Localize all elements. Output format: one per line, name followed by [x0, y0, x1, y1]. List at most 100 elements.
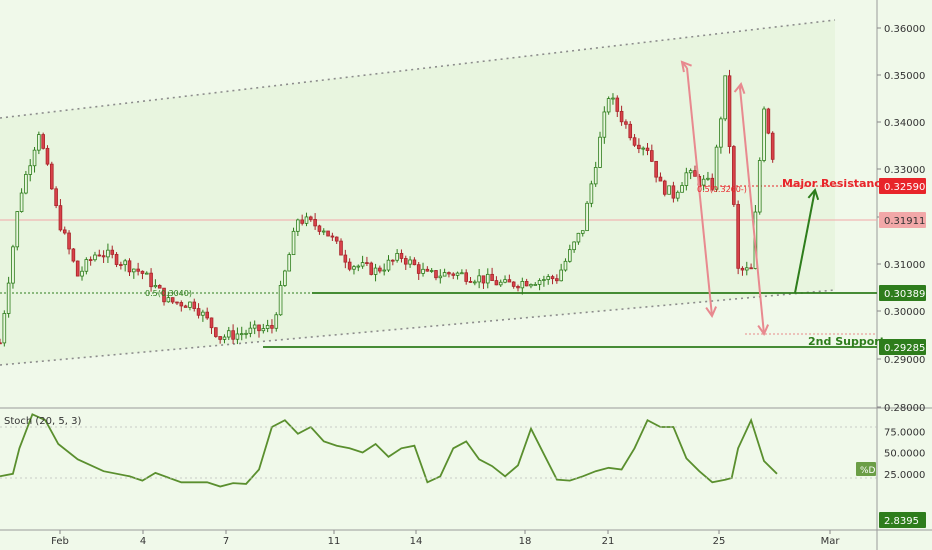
candle-body	[408, 259, 412, 265]
candle-body	[580, 230, 585, 234]
candle-body	[244, 332, 248, 335]
candle-body	[127, 260, 132, 273]
candle-body	[274, 314, 279, 329]
candle-body	[97, 254, 102, 257]
candle-body	[442, 272, 447, 277]
candle-body	[650, 150, 654, 162]
candle-body	[28, 165, 33, 175]
stoch-indicator-label: Stoch (20, 5, 3)	[4, 416, 81, 427]
price-scale-bg	[877, 0, 932, 550]
candle-body	[434, 270, 438, 279]
candle-body	[37, 134, 41, 151]
axes: 0.360000.350000.340000.330000.320000.310…	[51, 24, 926, 547]
down-arrow-1-shaft	[686, 67, 713, 317]
candle-body	[356, 265, 361, 268]
y-tick-label: 0.28000	[884, 403, 925, 414]
stoch-last-tag-box	[879, 512, 926, 528]
candle-body	[32, 149, 37, 167]
y-tick-label: 0.30000	[884, 307, 925, 318]
channel-lines	[0, 19, 836, 366]
candle-body	[533, 284, 538, 286]
y-tick-label: 0.33000	[884, 165, 925, 176]
candle-body	[606, 98, 611, 113]
down-arrow-2-head	[757, 324, 770, 337]
candle-body	[460, 272, 464, 275]
candle-body	[568, 249, 572, 262]
y-tick-label: 0.31000	[884, 260, 925, 271]
candle-body	[593, 167, 598, 185]
candle-body	[624, 121, 628, 125]
candle-body	[619, 110, 624, 123]
candle-body	[19, 192, 24, 212]
candle-body	[675, 191, 680, 199]
second-support-tag-box	[879, 339, 926, 355]
candle-body	[365, 262, 369, 265]
candle-body	[265, 325, 270, 329]
x-tick-label: 14	[410, 536, 423, 547]
candle-body	[201, 311, 205, 316]
candle-body	[321, 230, 326, 233]
down-arrow-2-shaft	[739, 87, 765, 335]
candle-body	[757, 160, 762, 213]
candle-body	[196, 308, 201, 316]
candle-body	[645, 147, 650, 151]
candle-body	[205, 311, 210, 319]
candle-body	[291, 230, 296, 256]
candle-body	[110, 249, 115, 255]
candle-body	[170, 297, 175, 303]
candle-body	[654, 160, 658, 178]
candle-body	[429, 270, 434, 272]
candle-body	[762, 108, 766, 161]
candle-body	[481, 275, 486, 284]
candle-body	[507, 279, 512, 283]
candle-body	[352, 266, 356, 270]
candle-body	[714, 146, 719, 190]
candle-body	[166, 297, 171, 303]
y-tick-label: 0.29000	[884, 355, 925, 366]
fib-resistance-label: 0.5(0.3260-)	[697, 185, 747, 194]
candle-body	[451, 273, 456, 276]
fib-support-label: 0.5(0.3040)	[145, 289, 192, 298]
candle-body	[0, 342, 2, 345]
candle-body	[330, 235, 335, 238]
candle-body	[615, 97, 620, 112]
y-tick-label: 0.35000	[884, 71, 925, 82]
second-support-label: 2nd Support	[808, 335, 885, 348]
y-tick-label: 0.34000	[884, 118, 925, 129]
resistance-tag-box	[879, 178, 926, 194]
candle-body	[136, 268, 140, 272]
candle-body	[209, 317, 214, 329]
candle-body	[50, 163, 54, 190]
candle-body	[11, 246, 15, 284]
candle-body	[425, 268, 430, 272]
candle-body	[343, 254, 348, 263]
candle-body	[214, 327, 218, 337]
candle-body	[477, 275, 481, 283]
candle-body	[313, 219, 317, 227]
candle-body	[598, 136, 602, 168]
channel-upper-line	[0, 19, 836, 119]
second-support-tag-text: 0.29285	[884, 343, 925, 354]
candle-body	[520, 281, 525, 289]
candle-body	[494, 280, 499, 286]
candle-body	[468, 281, 473, 283]
candle-body	[559, 269, 563, 282]
candle-body	[701, 178, 706, 186]
candle-body	[399, 253, 404, 259]
stoch-last-tag: 2.8395	[884, 516, 919, 527]
candle-body	[360, 262, 365, 267]
candle-body	[391, 259, 395, 262]
candle-body	[226, 330, 231, 338]
candle-body	[239, 333, 244, 336]
stoch-y-tick-label: 50.0000	[884, 449, 925, 460]
candle-body	[766, 108, 771, 134]
candle-body	[175, 301, 179, 304]
x-tick-label: Mar	[821, 536, 841, 547]
candle-body	[524, 281, 529, 287]
price-levels	[0, 185, 877, 348]
stoch-y-tick-label: 25.0000	[884, 470, 925, 481]
candle-body	[162, 287, 166, 303]
down-arrow-1-head	[705, 306, 717, 319]
candle-body	[192, 301, 197, 309]
